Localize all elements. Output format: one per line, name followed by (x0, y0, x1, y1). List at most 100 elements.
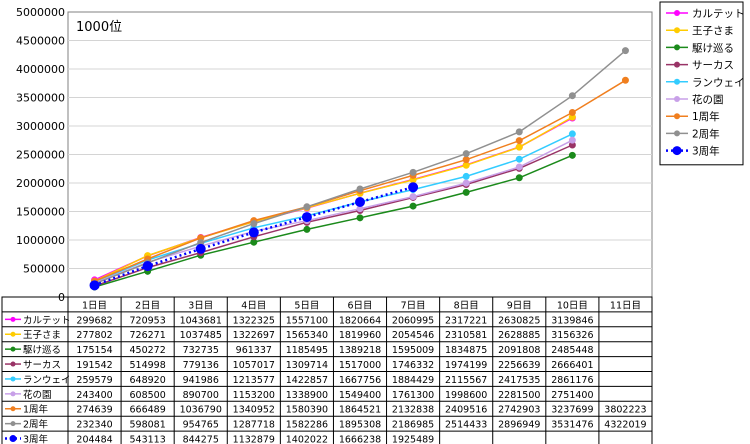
table-cell-value: 4322019 (604, 420, 646, 431)
series-line (94, 154, 573, 288)
table-cell-value: 1864521 (339, 405, 381, 416)
table-cell-value: 299682 (76, 315, 112, 326)
legend-label: 2周年 (692, 127, 720, 140)
x-tick-label: 4日目 (241, 300, 266, 311)
table-cell-value: 1057017 (233, 360, 275, 371)
y-tick-label: 1500000 (16, 206, 65, 219)
table-cell-value: 1925489 (392, 435, 434, 444)
legend-marker (674, 78, 680, 85)
table-cell-value: 2485448 (551, 345, 593, 356)
table-cell-value: 514998 (130, 360, 166, 371)
legend-marker (674, 130, 680, 137)
table-cell-value: 2896949 (498, 420, 540, 431)
data-point (303, 203, 311, 211)
table-legend-marker (10, 376, 16, 382)
data-point (409, 202, 417, 210)
data-point (462, 150, 470, 158)
data-point (515, 163, 523, 171)
table-cell-value: 2409516 (445, 405, 487, 416)
legend-marker (674, 61, 680, 68)
data-point (515, 128, 523, 136)
table-cell-value: 1037485 (180, 330, 222, 341)
table-cell-value: 2132838 (392, 405, 434, 416)
table-cell-value: 1884429 (392, 375, 434, 386)
table-cell-value: 3802223 (604, 405, 646, 416)
table-cell-value: 608500 (130, 390, 166, 401)
data-point (248, 227, 259, 238)
x-tick-label: 5日目 (294, 300, 319, 311)
table-cell-value: 2630825 (498, 315, 540, 326)
data-point (515, 143, 523, 151)
y-tick-label: 5000000 (16, 6, 65, 19)
table-cell-value: 1746332 (392, 360, 434, 371)
x-tick-label: 7日目 (401, 300, 426, 311)
table-cell-value: 2281500 (498, 390, 540, 401)
table-cell-value: 2317221 (445, 315, 487, 326)
table-row-label: カルテット (23, 315, 71, 326)
table-cell-value: 1322697 (233, 330, 275, 341)
table-cell-value: 2310581 (445, 330, 487, 341)
table-cell-value: 1185495 (286, 345, 328, 356)
legend-label: 花の園 (692, 93, 724, 106)
table-cell-value: 720953 (130, 315, 166, 326)
table-cell-value: 2417535 (498, 375, 540, 386)
table-row-label: 花の園 (23, 389, 52, 401)
table-cell-value: 3139846 (551, 315, 593, 326)
table-cell-value: 1309714 (286, 360, 328, 371)
table-cell-value: 1667756 (339, 375, 381, 386)
table-cell-value: 1565340 (286, 330, 328, 341)
table-cell-value: 726271 (130, 330, 166, 341)
table-cell-value: 2628885 (498, 330, 540, 341)
table-cell-value: 890700 (183, 390, 219, 401)
table-cell-value: 1422857 (286, 375, 328, 386)
table-cell-value: 175154 (76, 345, 112, 356)
gridlines (68, 40, 652, 269)
table-cell-value: 1340952 (233, 405, 275, 416)
table-legend-marker (10, 406, 16, 412)
table-row-label: 駆け巡る (23, 345, 61, 356)
legend-label: 1周年 (692, 110, 720, 123)
data-point (568, 130, 576, 138)
series-line (94, 144, 573, 287)
table-cell-value: 1820664 (339, 315, 381, 326)
table-cell-value: 2060995 (392, 315, 434, 326)
table-cell-value: 779136 (183, 360, 219, 371)
series-lines (89, 47, 629, 291)
data-point (303, 225, 311, 233)
table-cell-value: 2186985 (392, 420, 434, 431)
y-tick-label: 1000000 (16, 234, 65, 247)
legend-marker (674, 10, 680, 16)
table-row-label: 2周年 (23, 419, 49, 431)
data-point (621, 76, 629, 84)
table-cell-value: 1580390 (286, 405, 328, 416)
table-row-label: サーカス (23, 360, 61, 371)
data-point (409, 193, 417, 201)
table-cell-value: 2256639 (498, 360, 540, 371)
series-line (94, 139, 573, 284)
table-cell-value: 1834875 (445, 345, 487, 356)
table-cell-value: 2742903 (498, 405, 540, 416)
table-cell-value: 2514433 (445, 420, 487, 431)
table-cell-value: 598081 (130, 420, 166, 431)
table-cell-value: 1582286 (286, 420, 328, 431)
data-point (515, 155, 523, 163)
table-cell-value: 1666238 (339, 435, 381, 444)
y-tick-label: 2500000 (16, 149, 65, 162)
x-tick-label: 8日目 (454, 300, 479, 311)
table-cell-value: 648920 (130, 375, 166, 386)
legend-label: 王子さま (692, 25, 734, 37)
legend-marker (674, 44, 680, 51)
data-point (462, 188, 470, 196)
table-row-label: ランウェイ (23, 375, 71, 386)
x-tick-label: 3日目 (188, 300, 213, 311)
data-point (621, 47, 629, 55)
data-point (568, 92, 576, 100)
table-cell-value: 2115567 (445, 375, 487, 386)
table-row-label: 1周年 (23, 404, 49, 416)
data-point (568, 151, 576, 159)
y-tick-label: 500000 (23, 263, 65, 276)
data-point (462, 161, 470, 169)
data-point (89, 280, 100, 291)
table-cell-value: 2091808 (498, 345, 540, 356)
